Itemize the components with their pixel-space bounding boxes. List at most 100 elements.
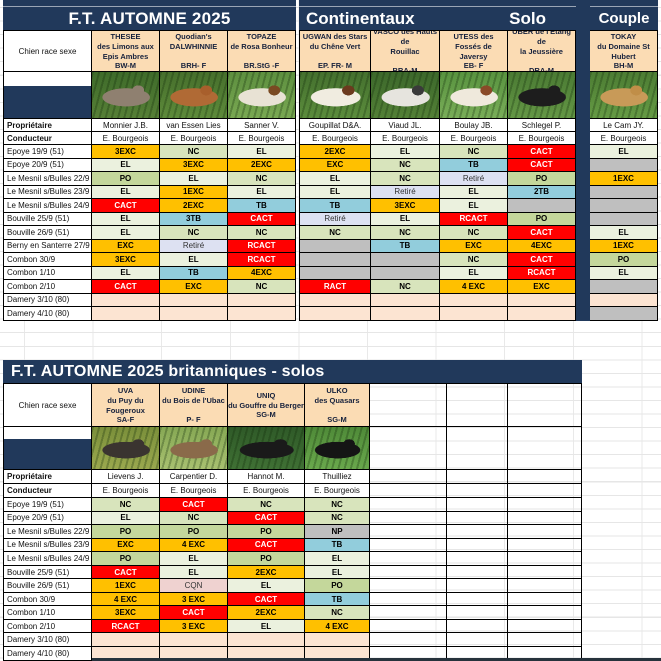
result-cell[interactable]: 4 EXC xyxy=(160,538,228,553)
empty-cell[interactable] xyxy=(508,470,582,484)
result-cell[interactable]: RCACT xyxy=(228,239,296,253)
empty-cell[interactable] xyxy=(447,383,508,427)
result-cell[interactable]: EXC xyxy=(92,239,160,253)
empty-cell[interactable] xyxy=(370,565,447,580)
dog-photo[interactable] xyxy=(92,427,160,470)
event-label[interactable]: Combon 2/10 xyxy=(3,619,92,634)
result-cell[interactable]: CACT xyxy=(228,511,305,526)
result-cell[interactable]: CACT xyxy=(228,538,305,553)
empty-cell[interactable] xyxy=(447,619,508,634)
handler-name[interactable]: E. Bourgeois xyxy=(305,484,370,498)
result-cell[interactable]: 3EXC xyxy=(92,253,160,267)
dog-name[interactable]: TOKAY du Domaine St Hubert BH-M xyxy=(590,30,658,72)
result-cell[interactable]: Retiré xyxy=(440,172,508,186)
result-cell[interactable] xyxy=(299,293,371,307)
result-cell[interactable] xyxy=(92,307,160,321)
result-cell[interactable] xyxy=(299,266,371,280)
dog-name[interactable]: Quodian's DALWHINNIE BRH- F xyxy=(160,30,228,72)
empty-cell[interactable] xyxy=(508,592,582,607)
empty-cell[interactable] xyxy=(508,427,582,470)
dog-name[interactable]: UGWAN des Stars du Chêne Vert EP. FR- M xyxy=(299,30,371,72)
result-cell[interactable] xyxy=(371,266,440,280)
empty-cell[interactable] xyxy=(370,619,447,634)
result-cell[interactable]: NC xyxy=(305,511,370,526)
result-cell[interactable] xyxy=(228,293,296,307)
dog-photo[interactable] xyxy=(299,72,371,119)
result-cell[interactable]: EL xyxy=(305,565,370,580)
empty-cell[interactable] xyxy=(447,498,508,512)
result-cell[interactable]: EL xyxy=(371,145,440,159)
empty-cell[interactable] xyxy=(447,470,508,484)
result-cell[interactable]: 1EXC xyxy=(160,185,228,199)
result-cell[interactable] xyxy=(371,293,440,307)
handler-name[interactable]: E. Bourgeois xyxy=(92,484,160,498)
result-cell[interactable]: EL xyxy=(92,226,160,240)
empty-cell[interactable] xyxy=(508,498,582,512)
empty-cell[interactable] xyxy=(508,606,582,620)
owner-name[interactable]: Viaud JL. xyxy=(371,119,440,132)
result-cell[interactable]: Retiré xyxy=(299,212,371,226)
owner-name[interactable]: Thuilliez xyxy=(305,470,370,484)
result-cell[interactable]: NC xyxy=(228,226,296,240)
result-cell[interactable] xyxy=(590,185,658,199)
empty-cell[interactable] xyxy=(370,383,447,427)
result-cell[interactable]: NC xyxy=(371,280,440,294)
result-cell[interactable]: CACT xyxy=(508,226,576,240)
result-cell[interactable]: NC xyxy=(440,253,508,267)
result-cell[interactable]: 2EXC xyxy=(228,565,305,580)
result-cell[interactable]: CQN xyxy=(160,579,228,593)
handler-name[interactable]: E. Bourgeois xyxy=(92,132,160,145)
result-cell[interactable]: 4EXC xyxy=(228,266,296,280)
owner-name[interactable]: Monnier J.B. xyxy=(92,119,160,132)
table1-title[interactable]: F.T. AUTOMNE 2025 xyxy=(3,7,296,30)
result-cell[interactable]: EL xyxy=(92,212,160,226)
result-cell[interactable]: EL xyxy=(440,266,508,280)
empty-cell[interactable] xyxy=(370,633,447,648)
empty-cell[interactable] xyxy=(447,511,508,526)
result-cell[interactable]: 2TB xyxy=(508,185,576,199)
empty-cell[interactable] xyxy=(370,498,447,512)
empty-cell[interactable] xyxy=(447,484,508,498)
result-cell[interactable]: CACT xyxy=(228,592,305,607)
result-cell[interactable]: RACT xyxy=(299,280,371,294)
empty-cell[interactable] xyxy=(508,525,582,539)
event-label[interactable]: Le Mesnil s/Bulles 23/9 (60) xyxy=(3,185,92,199)
group-header[interactable]: Continentaux Solo xyxy=(299,7,576,30)
empty-cell[interactable] xyxy=(447,606,508,620)
result-cell[interactable]: EXC xyxy=(160,280,228,294)
event-label[interactable]: Bouville 25/9 (51) xyxy=(3,212,92,226)
result-cell[interactable] xyxy=(160,633,228,648)
empty-cell[interactable] xyxy=(370,484,447,498)
result-cell[interactable]: PO xyxy=(508,212,576,226)
result-cell[interactable]: 3EXC xyxy=(160,158,228,172)
result-cell[interactable] xyxy=(92,633,160,648)
empty-cell[interactable] xyxy=(508,511,582,526)
event-label[interactable]: Combon 2/10 xyxy=(3,280,92,294)
result-cell[interactable]: 1EXC xyxy=(590,239,658,253)
owner-name[interactable]: Le Cam JY. xyxy=(590,119,658,132)
result-cell[interactable]: EL xyxy=(160,565,228,580)
result-cell[interactable]: RCACT xyxy=(228,253,296,267)
result-cell[interactable] xyxy=(508,199,576,213)
dog-photo[interactable] xyxy=(228,427,305,470)
result-cell[interactable]: TB xyxy=(371,239,440,253)
dog-photo[interactable] xyxy=(160,72,228,119)
result-cell[interactable]: PO xyxy=(590,253,658,267)
result-cell[interactable]: PO xyxy=(160,525,228,539)
result-cell[interactable] xyxy=(92,293,160,307)
event-label[interactable]: Le Mesnil s/Bulles 22/9 (60) xyxy=(3,172,92,186)
result-cell[interactable]: EL xyxy=(160,172,228,186)
owner-name[interactable]: Goupillat D&A. xyxy=(299,119,371,132)
empty-cell[interactable] xyxy=(447,538,508,553)
empty-cell[interactable] xyxy=(508,552,582,566)
result-cell[interactable]: Retiré xyxy=(371,185,440,199)
result-cell[interactable] xyxy=(305,633,370,648)
dog-name[interactable]: UBER de l'Etang de la Jeussière DRA-M xyxy=(508,30,576,72)
result-cell[interactable]: 4 EXC xyxy=(440,280,508,294)
event-label[interactable]: Combon 30/9 xyxy=(3,592,92,607)
result-cell[interactable]: NC xyxy=(160,226,228,240)
result-cell[interactable]: EL xyxy=(305,552,370,566)
handler-name[interactable]: E. Bourgeois xyxy=(228,484,305,498)
event-label[interactable]: Damery 4/10 (80) xyxy=(3,307,92,321)
dog-photo[interactable] xyxy=(228,72,296,119)
